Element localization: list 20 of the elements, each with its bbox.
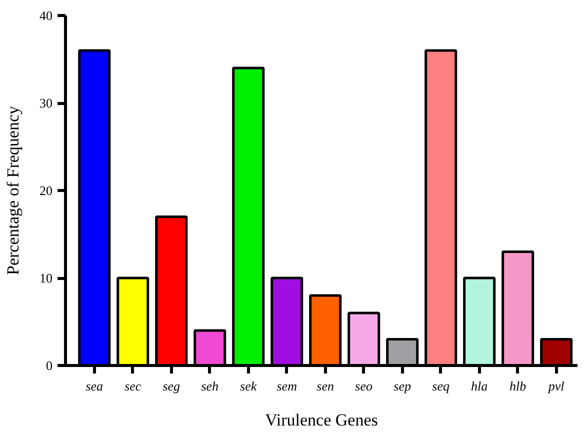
x-tick-label: seo [355, 378, 374, 394]
x-tick-label: hla [471, 378, 488, 394]
y-tick-label: 0 [46, 358, 52, 373]
x-tick-label: seq [432, 378, 450, 394]
y-tick-label: 10 [40, 270, 52, 286]
y-tick-label: 20 [40, 183, 52, 198]
x-tick-label: sen [316, 378, 334, 394]
x-tick-label: pvl [547, 378, 565, 394]
x-tick-label: sem [276, 378, 297, 394]
y-tick-label: 30 [40, 96, 52, 110]
x-tick-label: sek [240, 378, 257, 394]
x-tick-label: seh [201, 378, 219, 394]
x-tick-label: seg [162, 378, 181, 394]
x-tick-label: sea [86, 378, 104, 394]
x-tick-label: hlb [510, 378, 527, 394]
x-tick-label: sep [394, 378, 412, 394]
y-axis-title: Percentage of Frequency [4, 106, 22, 275]
x-axis-title: Virulence Genes [265, 410, 378, 430]
x-tick-label: sec [124, 378, 142, 394]
y-tick-label: 40 [40, 8, 52, 23]
